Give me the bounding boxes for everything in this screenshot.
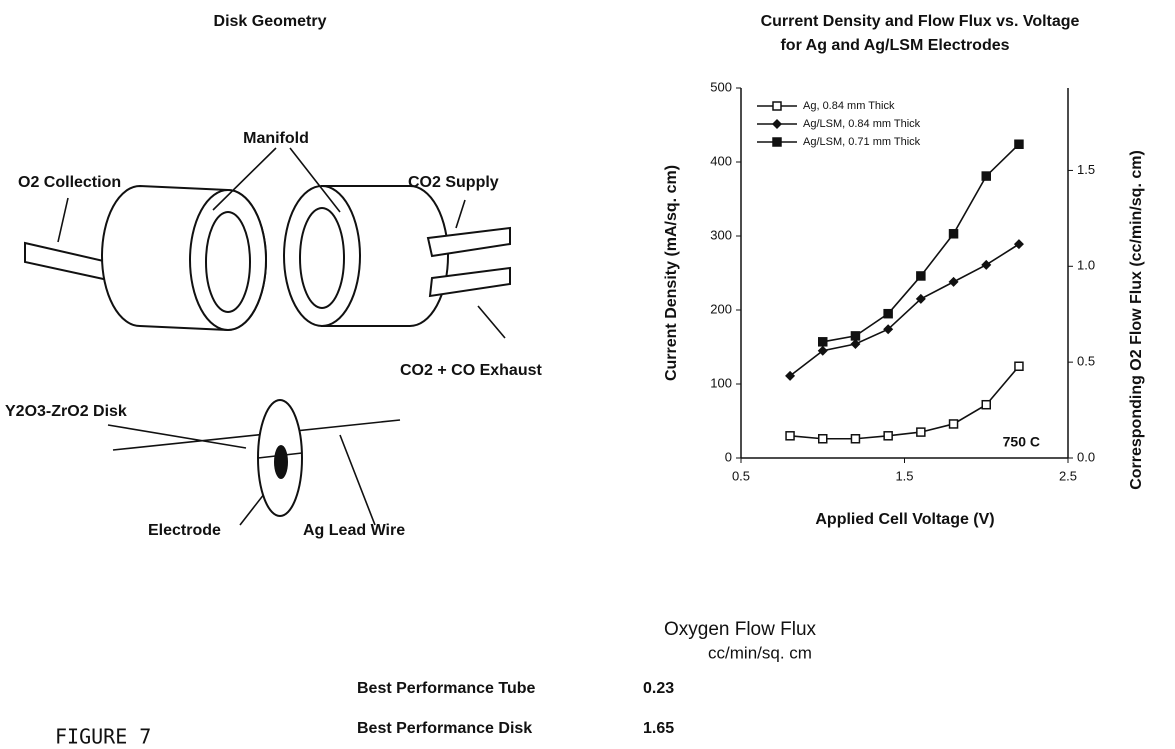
disk-geometry-diagram: Disk Geometry Manifold O2 Collection CO2… xyxy=(5,13,542,539)
y2-tick-label: 0.5 xyxy=(1077,354,1095,369)
label: Ag Lead Wire xyxy=(303,522,405,539)
table-cell: 0.23 xyxy=(643,680,674,697)
x-axis-label: Applied Cell Voltage (V) xyxy=(815,511,994,528)
marker xyxy=(884,432,892,440)
electrode xyxy=(274,445,288,479)
label: Manifold xyxy=(243,130,309,147)
y-axis-label: Current Density (mA/sq. cm) xyxy=(663,165,680,381)
table-cell: Best Performance Tube xyxy=(357,680,536,697)
y2-axis-label: Corresponding O2 Flow Flux (cc/min/sq. c… xyxy=(1128,150,1145,490)
marker xyxy=(981,260,991,270)
marker xyxy=(884,310,892,318)
marker xyxy=(917,272,925,280)
marker xyxy=(851,332,859,340)
marker xyxy=(950,420,958,428)
y-tick-label: 0 xyxy=(725,449,732,464)
y-tick-label: 400 xyxy=(710,153,732,168)
legend-marker xyxy=(773,102,781,110)
marker xyxy=(1014,239,1024,249)
legend-marker xyxy=(773,138,781,146)
x-tick-label: 0.5 xyxy=(732,468,750,483)
label: O2 Collection xyxy=(18,174,121,191)
table-header: Oxygen Flow Flux xyxy=(664,619,817,640)
chart-title: Current Density and Flow Flux vs. Voltag… xyxy=(761,13,1080,30)
legend-marker xyxy=(772,119,782,129)
label: Y2O3-ZrO2 Disk xyxy=(5,403,127,420)
legend-label: Ag/LSM, 0.71 mm Thick xyxy=(803,136,921,148)
figure-page: Disk Geometry Manifold O2 Collection CO2… xyxy=(0,0,1175,749)
y-tick-label: 200 xyxy=(710,301,732,316)
diagram-title: Disk Geometry xyxy=(214,13,327,30)
y2-tick-label: 0.0 xyxy=(1077,449,1095,464)
table-cell: 1.65 xyxy=(643,720,674,737)
legend-label: Ag/LSM, 0.84 mm Thick xyxy=(803,118,921,130)
marker xyxy=(819,435,827,443)
lead-wire xyxy=(113,420,400,450)
label: CO2 + CO Exhaust xyxy=(400,362,542,379)
chart-title: for Ag and Ag/LSM Electrodes xyxy=(780,37,1009,54)
caption: FIGURE 7 xyxy=(55,725,151,749)
chart: Current Density and Flow Flux vs. Voltag… xyxy=(663,13,1145,528)
y-tick-label: 100 xyxy=(710,375,732,390)
marker xyxy=(851,435,859,443)
marker xyxy=(819,338,827,346)
y2-tick-label: 1.0 xyxy=(1077,258,1095,273)
manifold-ring xyxy=(206,212,250,312)
table-cell: Best Performance Disk xyxy=(357,720,532,737)
marker xyxy=(917,428,925,436)
table: Oxygen Flow Flux cc/min/sq. cm Best Perf… xyxy=(357,619,817,737)
legend-label: Ag, 0.84 mm Thick xyxy=(803,100,895,112)
y-tick-label: 500 xyxy=(710,79,732,94)
label: CO2 Supply xyxy=(408,174,499,191)
marker xyxy=(949,277,959,287)
marker xyxy=(786,432,794,440)
marker xyxy=(982,401,990,409)
y2-tick-label: 1.5 xyxy=(1077,162,1095,177)
manifold-ring xyxy=(300,208,344,308)
marker xyxy=(1015,140,1023,148)
table-header: cc/min/sq. cm xyxy=(708,643,812,662)
marker xyxy=(982,172,990,180)
marker xyxy=(950,230,958,238)
x-tick-label: 1.5 xyxy=(895,468,913,483)
annotation: 750 C xyxy=(1003,434,1040,450)
y-tick-label: 300 xyxy=(710,227,732,242)
marker xyxy=(1015,362,1023,370)
label: Electrode xyxy=(148,522,221,539)
rod xyxy=(25,243,108,280)
x-tick-label: 2.5 xyxy=(1059,468,1077,483)
